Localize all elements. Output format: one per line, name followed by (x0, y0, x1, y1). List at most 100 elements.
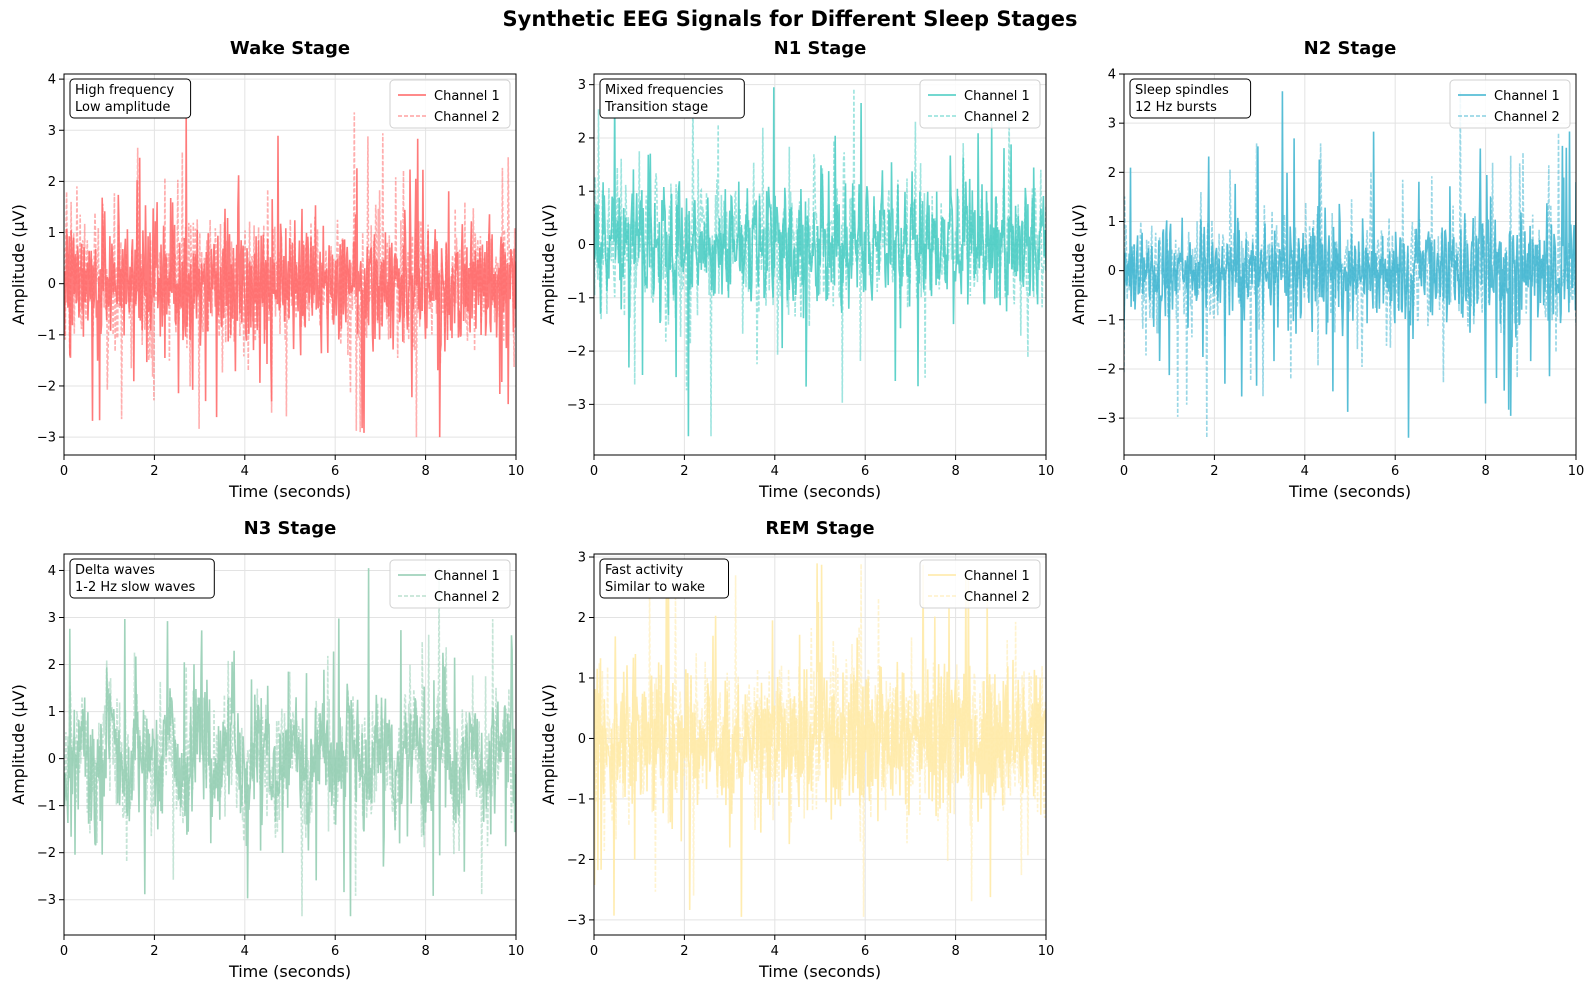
x-tick-label: 4 (241, 944, 249, 959)
y-axis-label: Amplitude (μV) (9, 684, 28, 805)
y-tick-label: 3 (48, 611, 56, 626)
subplot-rem-stage: 0 2 4 6 8 10 −3 −2 −1 0 1 2 3 REM Stage Time (seconds)… (539, 518, 1054, 981)
y-tick-label: −1 (37, 328, 56, 343)
annotation-text: Fast activity (605, 563, 683, 578)
y-tick-label: −3 (37, 893, 56, 908)
series-line-channel-1 (64, 112, 516, 438)
x-tick-label: 6 (331, 944, 339, 959)
x-tick-label: 10 (1568, 464, 1585, 479)
y-axis-label: Amplitude (μV) (9, 204, 28, 325)
plot-area (1124, 91, 1576, 438)
legend-label: Channel 1 (434, 89, 500, 104)
series-line-channel-1 (594, 87, 1046, 437)
y-tick-label: 2 (1108, 166, 1116, 181)
x-axis-label: Time (seconds) (758, 962, 881, 981)
y-tick-label: 0 (48, 277, 56, 292)
y-tick-label: 2 (578, 131, 586, 146)
y-tick-label: −1 (567, 291, 586, 306)
legend: Channel 1 Channel 2 (389, 559, 511, 609)
y-axis-label: Amplitude (μV) (539, 684, 558, 805)
annotation-frame (69, 78, 192, 119)
legend-label: Channel 2 (434, 110, 500, 125)
x-tick-label: 8 (421, 464, 429, 479)
x-tick-label: 0 (590, 944, 598, 959)
axes-frame (1123, 73, 1577, 456)
legend-label: Channel 1 (964, 89, 1030, 104)
y-tick-label: 4 (48, 73, 56, 88)
x-axis-label: Time (seconds) (1288, 482, 1411, 501)
y-axis-label: Amplitude (μV) (539, 204, 558, 325)
annotation-text: Similar to wake (605, 580, 705, 595)
annotation-frame (1129, 78, 1252, 119)
figure-title: Synthetic EEG Signals for Different Slee… (503, 7, 1078, 31)
x-tick-label: 6 (1391, 464, 1399, 479)
legend-label: Channel 2 (1494, 110, 1560, 125)
y-tick-label: 1 (48, 705, 56, 720)
subplot-n3-stage: 0 2 4 6 8 10 −3 −2 −1 0 1 2 3 4 N3 Stage Time (seconds)… (9, 518, 524, 981)
legend-label: Channel 2 (434, 590, 500, 605)
x-tick-label: 8 (951, 464, 959, 479)
x-tick-label: 2 (150, 464, 158, 479)
annotation-text: High frequency (75, 83, 175, 98)
annotation-frame (599, 558, 729, 599)
x-tick-label: 4 (771, 464, 779, 479)
y-tick-label: 1 (1108, 215, 1116, 230)
y-tick-label: 2 (48, 658, 56, 673)
y-tick-label: 4 (48, 564, 56, 579)
x-tick-label: 10 (1038, 464, 1055, 479)
x-tick-label: 6 (861, 464, 869, 479)
plot-area (594, 87, 1046, 437)
x-tick-label: 0 (590, 464, 598, 479)
annotation-box: Delta waves 1-2 Hz slow waves (69, 558, 215, 599)
y-tick-label: −1 (37, 799, 56, 814)
x-tick-label: 6 (331, 464, 339, 479)
y-tick-label: 3 (1108, 117, 1116, 132)
y-tick-label: 1 (48, 226, 56, 241)
legend-label: Channel 2 (964, 590, 1030, 605)
annotation-text: Delta waves (75, 563, 155, 578)
annotation-box: High frequency Low amplitude (69, 78, 192, 119)
subplot-title: Wake Stage (230, 38, 350, 59)
x-tick-label: 2 (150, 944, 158, 959)
annotation-box: Sleep spindles 12 Hz bursts (1129, 78, 1252, 119)
series-line-channel-1 (594, 562, 1046, 917)
subplot-title: N3 Stage (244, 518, 337, 539)
x-tick-label: 8 (421, 944, 429, 959)
x-tick-label: 4 (1301, 464, 1309, 479)
series-line-channel-1 (1124, 91, 1576, 438)
legend: Channel 1 Channel 2 (389, 79, 511, 129)
annotation-frame (69, 558, 215, 599)
axes-frame (63, 73, 517, 456)
x-tick-label: 8 (951, 944, 959, 959)
series-line-channel-2 (594, 87, 1046, 437)
subplot-n1-stage: 0 2 4 6 8 10 −3 −2 −1 0 1 2 3 N1 Stage Time (seconds) A… (539, 38, 1054, 501)
subplot-title: N1 Stage (774, 38, 867, 59)
y-tick-label: 2 (48, 175, 56, 190)
x-tick-label: 2 (680, 944, 688, 959)
y-tick-label: −3 (567, 913, 586, 928)
x-tick-label: 10 (508, 944, 525, 959)
legend-label: Channel 1 (434, 569, 500, 584)
x-tick-label: 8 (1481, 464, 1489, 479)
x-tick-label: 2 (680, 464, 688, 479)
annotation-text: Mixed frequencies (605, 83, 724, 98)
y-tick-label: 0 (1108, 264, 1116, 279)
x-axis-label: Time (seconds) (758, 482, 881, 501)
y-tick-label: 3 (578, 78, 586, 93)
y-tick-label: 1 (578, 185, 586, 200)
annotation-text: Transition stage (604, 100, 708, 115)
legend-label: Channel 1 (1494, 89, 1560, 104)
y-tick-label: −2 (37, 846, 56, 861)
subplot-title: REM Stage (765, 518, 874, 539)
y-tick-label: 3 (578, 551, 586, 566)
y-tick-label: −1 (567, 792, 586, 807)
legend-label: Channel 1 (964, 569, 1030, 584)
axes-frame (593, 73, 1047, 456)
series-line-channel-1 (64, 568, 516, 917)
subplot-wake-stage: 0 2 4 6 8 10 −3 −2 −1 0 1 2 3 4 Wake Stage Time (second… (9, 38, 524, 501)
y-tick-label: −3 (1097, 412, 1116, 427)
x-tick-label: 2 (1210, 464, 1218, 479)
axes-frame (63, 553, 517, 936)
